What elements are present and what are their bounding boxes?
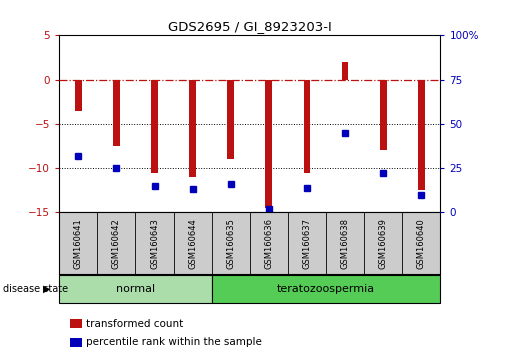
Text: GSM160638: GSM160638 <box>340 218 350 269</box>
Text: GSM160642: GSM160642 <box>112 218 121 269</box>
Bar <box>212 275 440 303</box>
Bar <box>227 80 234 159</box>
Text: GSM160644: GSM160644 <box>188 218 197 269</box>
Text: normal: normal <box>116 284 155 294</box>
Title: GDS2695 / GI_8923203-I: GDS2695 / GI_8923203-I <box>168 20 332 33</box>
Bar <box>418 80 425 190</box>
Bar <box>189 80 196 177</box>
Bar <box>341 62 349 80</box>
Text: GSM160635: GSM160635 <box>226 218 235 269</box>
Bar <box>380 80 387 150</box>
Text: ▶: ▶ <box>43 284 50 294</box>
Bar <box>59 275 212 303</box>
Bar <box>113 80 120 146</box>
Bar <box>303 80 311 172</box>
Text: GSM160636: GSM160636 <box>264 218 273 269</box>
Bar <box>75 80 82 110</box>
Text: GSM160641: GSM160641 <box>74 218 83 269</box>
Bar <box>151 80 158 172</box>
Text: GSM160637: GSM160637 <box>302 218 312 269</box>
Bar <box>265 80 272 208</box>
Text: GSM160640: GSM160640 <box>417 218 426 269</box>
Text: disease state: disease state <box>3 284 67 294</box>
Text: teratozoospermia: teratozoospermia <box>277 284 375 294</box>
Text: percentile rank within the sample: percentile rank within the sample <box>86 337 262 347</box>
Text: GSM160639: GSM160639 <box>379 218 388 269</box>
Text: transformed count: transformed count <box>86 319 183 329</box>
Text: GSM160643: GSM160643 <box>150 218 159 269</box>
